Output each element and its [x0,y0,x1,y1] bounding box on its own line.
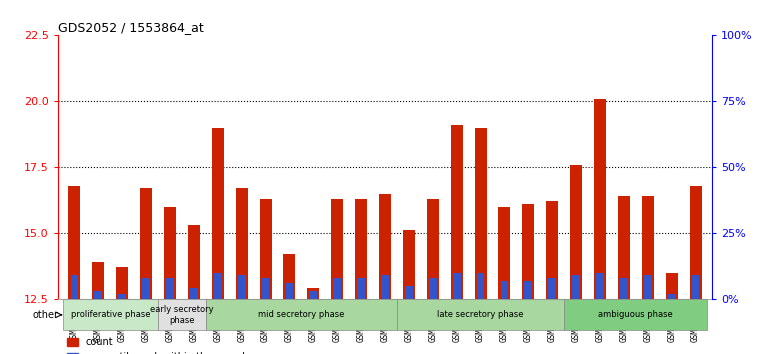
Bar [572,275,580,299]
Bar [190,289,198,299]
Bar [453,273,460,299]
Bar [594,99,606,299]
Bar [690,185,701,299]
Bar [427,199,439,299]
Bar [477,273,484,299]
Bar [641,196,654,299]
Bar [307,289,320,299]
Bar [140,188,152,299]
Bar [618,196,630,299]
Text: proliferative phase: proliferative phase [71,310,150,319]
Bar [259,199,272,299]
Bar [379,194,391,299]
Bar [357,278,365,299]
Text: late secretory phase: late secretory phase [437,310,524,319]
Bar [92,262,104,299]
Bar [69,185,80,299]
Bar [668,294,675,299]
Bar [119,294,126,299]
Bar [116,267,129,299]
Text: mid secretory phase: mid secretory phase [258,310,345,319]
Bar [596,273,604,299]
Bar [164,207,176,299]
Bar [381,275,389,299]
Bar [238,275,246,299]
Bar [355,199,367,299]
Bar [666,273,678,299]
Bar [283,254,296,299]
Bar [188,225,200,299]
Bar [405,286,413,299]
Text: GDS2052 / 1553864_at: GDS2052 / 1553864_at [58,21,203,34]
Bar [524,280,532,299]
Bar [142,278,150,299]
Text: ambiguous phase: ambiguous phase [598,310,673,319]
Bar [644,275,651,299]
Bar [166,278,174,299]
Bar [546,201,558,299]
Bar [333,278,341,299]
Bar [498,207,511,299]
Text: other: other [32,310,59,320]
Legend: count, percentile rank within the sample: count, percentile rank within the sample [62,333,255,354]
Bar [71,275,79,299]
Bar [158,299,206,330]
Bar [214,273,222,299]
Bar [620,278,628,299]
Bar [429,278,437,299]
Bar [397,299,564,330]
Bar [548,278,556,299]
Bar [331,199,343,299]
Bar [62,299,158,330]
Text: early secretory
phase: early secretory phase [150,305,214,325]
Bar [474,128,487,299]
Bar [206,299,397,330]
Bar [522,204,534,299]
Bar [95,291,102,299]
Bar [262,278,270,299]
Bar [403,230,415,299]
Bar [286,283,293,299]
Bar [212,128,224,299]
Bar [236,188,248,299]
Bar [570,165,582,299]
Bar [691,275,699,299]
Bar [450,125,463,299]
Bar [500,280,508,299]
Bar [310,291,317,299]
Bar [564,299,708,330]
